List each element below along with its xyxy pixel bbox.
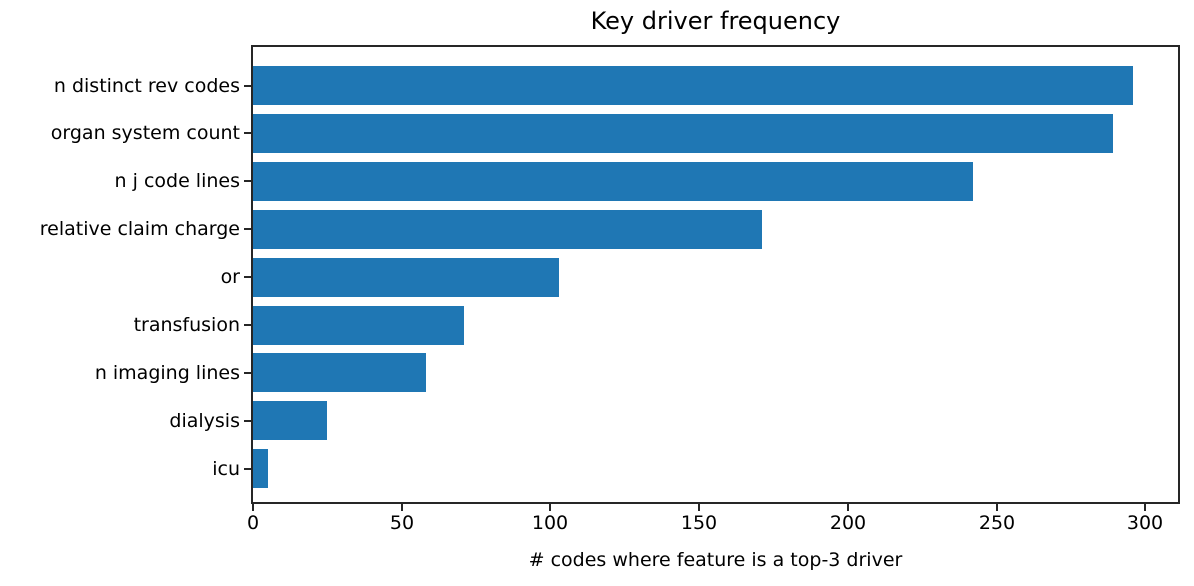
y-tick-mark	[244, 371, 251, 374]
y-tick-label: n distinct rev codes	[53, 74, 240, 97]
x-tick-label: 0	[246, 512, 260, 534]
x-tick-mark	[996, 504, 998, 511]
bar	[253, 449, 268, 489]
x-tick-label: 250	[978, 512, 1016, 534]
y-tick-mark	[244, 132, 251, 135]
y-tick-label: icu	[212, 457, 240, 480]
bar	[253, 401, 327, 441]
x-tick-label: 50	[389, 512, 415, 534]
x-tick-label: 100	[531, 512, 569, 534]
x-tick-label: 300	[1126, 512, 1164, 534]
y-tick-label: organ system count	[50, 122, 240, 145]
bar	[253, 353, 426, 393]
y-tick-mark	[244, 228, 251, 231]
y-tick-mark	[244, 276, 251, 279]
x-tick-mark	[847, 504, 849, 511]
x-tick-mark	[1144, 504, 1146, 511]
y-tick-label: relative claim charge	[39, 218, 240, 241]
x-tick-mark	[252, 504, 254, 511]
y-tick-mark	[244, 419, 251, 422]
bar	[253, 257, 559, 297]
y-tick-label: or	[220, 266, 240, 289]
x-tick-mark	[401, 504, 403, 511]
y-tick-label: n imaging lines	[94, 361, 240, 384]
y-tick-label: dialysis	[169, 409, 240, 432]
y-tick-mark	[244, 180, 251, 183]
bar	[253, 66, 1133, 105]
bar	[253, 305, 464, 345]
plot-area	[251, 45, 1180, 504]
bar	[253, 113, 1113, 153]
x-axis-label: # codes where feature is a top-3 driver	[528, 549, 903, 571]
bar	[253, 161, 973, 201]
x-tick-mark	[698, 504, 700, 511]
y-tick-label: transfusion	[133, 314, 240, 336]
y-tick-label: n j code lines	[114, 170, 240, 193]
x-tick-mark	[549, 504, 551, 511]
bar	[253, 209, 762, 249]
y-tick-mark	[244, 84, 251, 87]
x-tick-label: 200	[829, 512, 867, 534]
x-tick-label: 150	[680, 512, 718, 534]
chart-title: Key driver frequency	[590, 7, 841, 35]
y-tick-mark	[244, 467, 251, 470]
y-tick-mark	[244, 324, 251, 326]
